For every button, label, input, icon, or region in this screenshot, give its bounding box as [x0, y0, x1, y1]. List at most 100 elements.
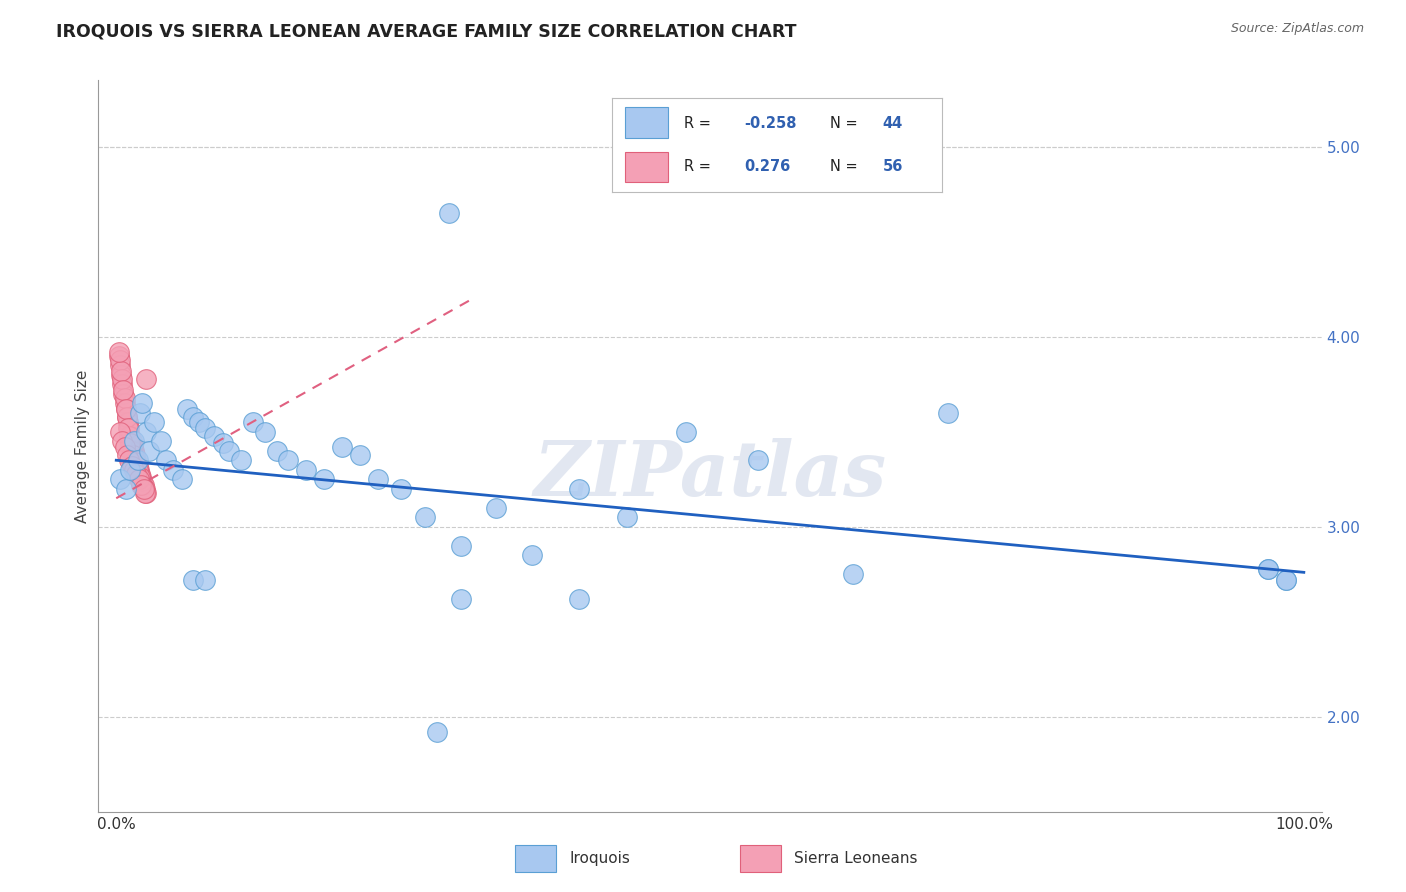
Point	[110, 364, 132, 378]
Point	[121, 458, 143, 473]
Point	[485, 500, 508, 515]
Point	[1257, 561, 1279, 575]
Point	[122, 463, 145, 477]
Point	[121, 448, 143, 462]
Point	[122, 434, 145, 449]
Point	[135, 485, 157, 500]
Text: -0.258: -0.258	[744, 116, 796, 131]
Point	[129, 470, 152, 484]
Point	[675, 425, 697, 439]
Point	[122, 443, 145, 458]
Point	[112, 386, 135, 401]
Text: R =: R =	[685, 159, 720, 174]
Text: Iroquois: Iroquois	[569, 851, 630, 866]
Point	[129, 406, 152, 420]
Point	[120, 428, 142, 442]
Point	[568, 482, 591, 496]
Point	[124, 448, 146, 462]
Point	[520, 548, 543, 562]
Point	[124, 455, 146, 469]
Point	[108, 358, 131, 372]
Point	[112, 383, 135, 397]
Point	[242, 415, 264, 429]
Point	[155, 453, 177, 467]
Y-axis label: Average Family Size: Average Family Size	[75, 369, 90, 523]
Point	[188, 415, 211, 429]
Point	[118, 428, 141, 442]
Point	[162, 463, 184, 477]
Point	[117, 421, 139, 435]
Point	[131, 474, 153, 488]
Point	[450, 539, 472, 553]
Bar	[740, 845, 780, 872]
Point	[111, 434, 134, 449]
Bar	[624, 108, 668, 138]
Point	[129, 478, 152, 492]
Point	[389, 482, 412, 496]
Point	[127, 453, 149, 467]
Text: Sierra Leoneans: Sierra Leoneans	[794, 851, 918, 866]
Point	[115, 409, 138, 424]
Point	[114, 401, 136, 416]
Point	[122, 451, 145, 466]
Text: 56: 56	[883, 159, 903, 174]
Point	[295, 463, 318, 477]
Text: 44: 44	[883, 116, 903, 131]
Point	[143, 415, 166, 429]
Point	[111, 371, 134, 385]
Point	[135, 425, 157, 439]
Point	[128, 472, 150, 486]
Point	[1257, 561, 1279, 575]
Point	[176, 401, 198, 416]
Point	[413, 510, 436, 524]
Point	[747, 453, 769, 467]
Point	[212, 436, 235, 450]
Point	[107, 345, 129, 359]
Point	[253, 425, 276, 439]
Point	[1275, 573, 1298, 587]
Point	[366, 472, 388, 486]
Point	[134, 482, 156, 496]
Text: Source: ZipAtlas.com: Source: ZipAtlas.com	[1230, 22, 1364, 36]
Point	[117, 415, 139, 429]
Text: IROQUOIS VS SIERRA LEONEAN AVERAGE FAMILY SIZE CORRELATION CHART: IROQUOIS VS SIERRA LEONEAN AVERAGE FAMIL…	[56, 22, 797, 40]
Point	[266, 443, 288, 458]
Point	[134, 485, 156, 500]
Point	[131, 396, 153, 410]
Bar	[515, 845, 555, 872]
Point	[229, 453, 252, 467]
Point	[125, 453, 148, 467]
Point	[135, 371, 157, 385]
Point	[132, 482, 155, 496]
Point	[194, 573, 217, 587]
Point	[111, 377, 134, 392]
Point	[568, 591, 591, 606]
Point	[437, 206, 460, 220]
Point	[114, 401, 136, 416]
Point	[115, 409, 138, 424]
Point	[349, 448, 371, 462]
Text: 0.276: 0.276	[744, 159, 790, 174]
Point	[127, 458, 149, 473]
Point	[218, 443, 240, 458]
Point	[936, 406, 959, 420]
Point	[114, 391, 136, 405]
Point	[127, 463, 149, 477]
Point	[312, 472, 335, 486]
Point	[108, 425, 131, 439]
Point	[118, 453, 141, 467]
Point	[138, 443, 160, 458]
Point	[131, 478, 153, 492]
Point	[125, 458, 148, 473]
Point	[121, 443, 143, 458]
Point	[120, 463, 142, 477]
Point	[115, 448, 138, 462]
Point	[330, 440, 353, 454]
Point	[121, 434, 143, 449]
Point	[129, 467, 152, 481]
Point	[118, 421, 141, 435]
Point	[450, 591, 472, 606]
Point	[129, 470, 152, 484]
Point	[426, 725, 449, 739]
Point	[114, 396, 136, 410]
